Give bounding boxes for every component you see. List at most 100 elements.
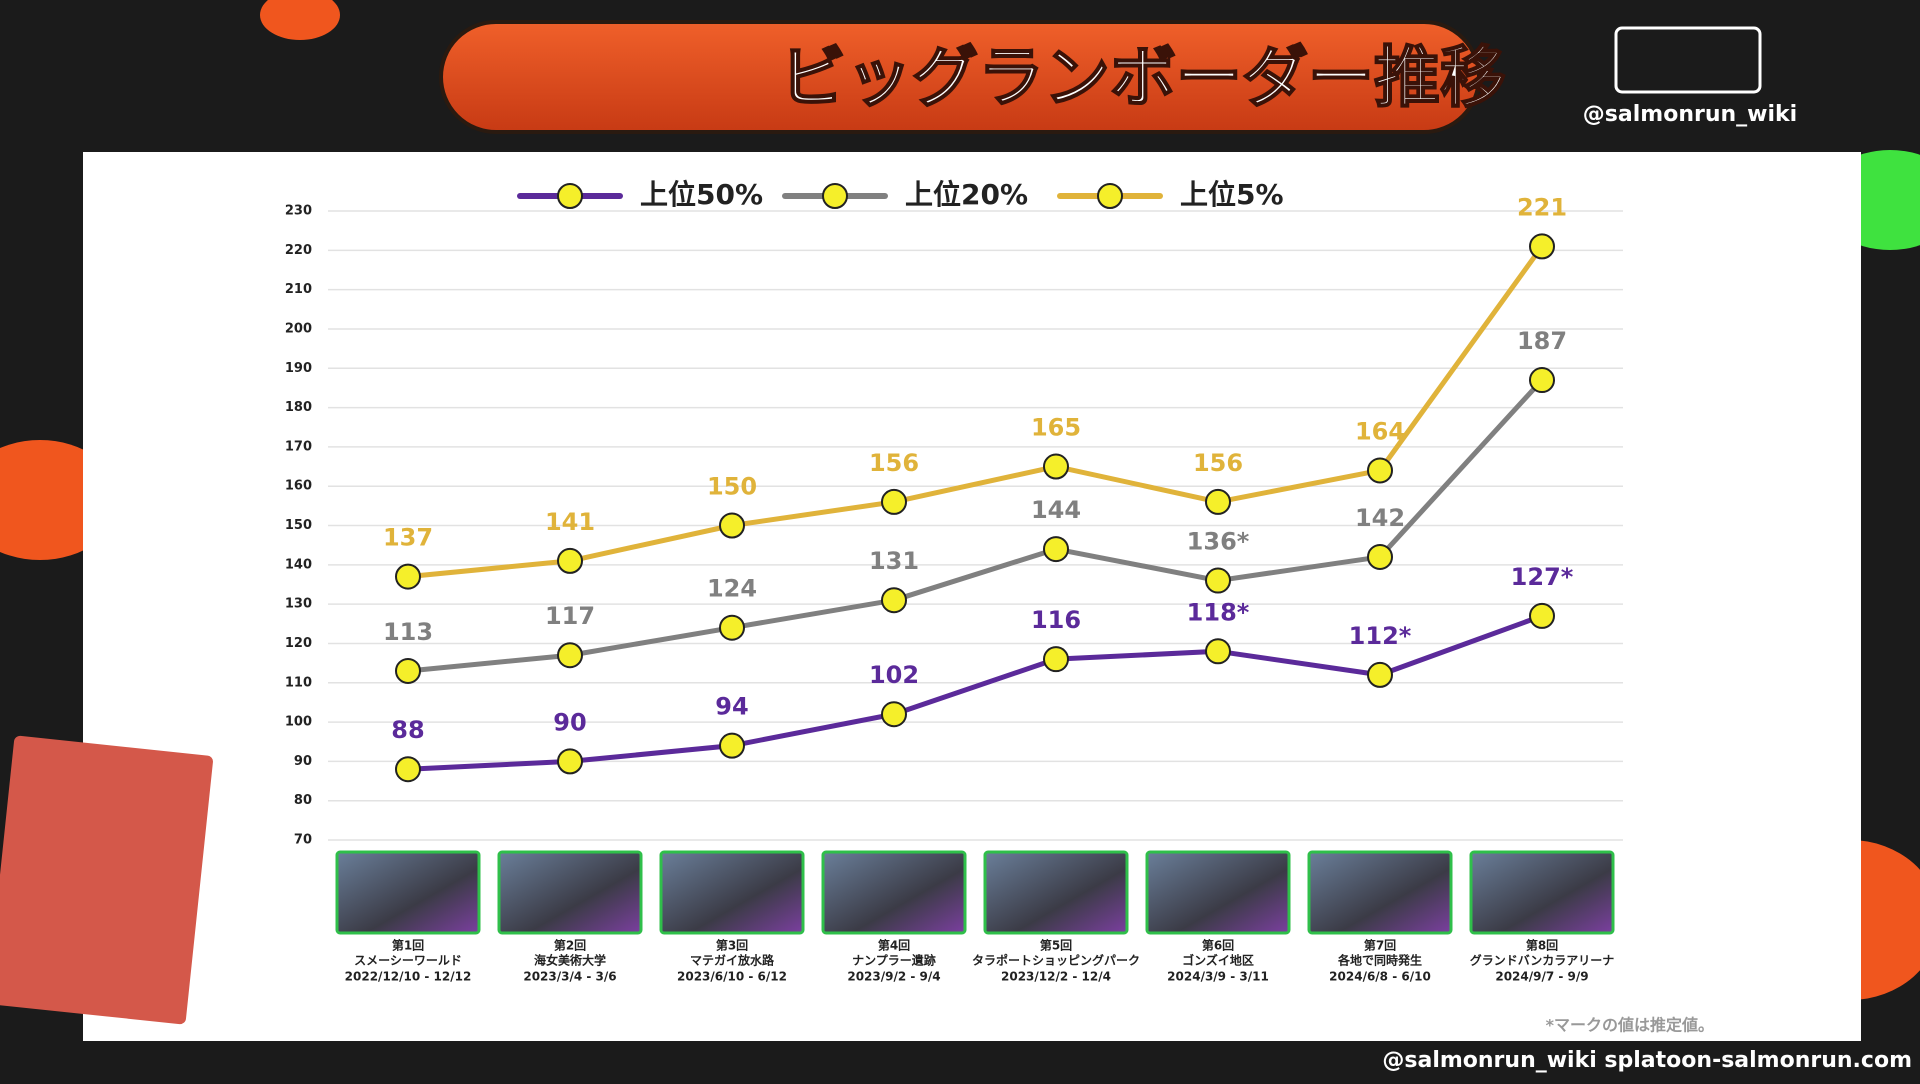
x-tick-label: 第8回 <box>1526 938 1558 953</box>
data-label: 136* <box>1187 528 1250 556</box>
y-tick-label: 120 <box>285 636 312 651</box>
data-label: 88 <box>391 716 424 744</box>
data-point <box>1529 367 1555 394</box>
stage-date: 2023/3/4 - 3/6 <box>523 970 616 984</box>
y-tick-label: 190 <box>285 361 312 376</box>
series-line <box>407 378 1544 674</box>
data-point <box>1529 233 1555 260</box>
data-label: 116 <box>1031 606 1081 634</box>
x-tick-label: 第1回 <box>392 938 424 953</box>
y-tick-label: 230 <box>285 204 312 219</box>
stage-thumbnail <box>659 850 805 935</box>
stage-date: 2022/12/10 - 12/12 <box>345 970 472 984</box>
stage-thumbnail <box>1145 850 1291 935</box>
data-point <box>719 732 745 759</box>
stage-date: 2024/6/8 - 6/10 <box>1329 970 1431 984</box>
stage-name: グランドバンカラアリーナ <box>1470 953 1615 968</box>
data-point <box>1043 536 1069 563</box>
marker-decor <box>1097 183 1123 209</box>
stage-name: スメーシーワールド <box>354 954 462 968</box>
data-point <box>881 587 907 614</box>
stage-name: ナンプラー遺跡 <box>852 953 936 968</box>
y-tick-label: 170 <box>285 439 312 454</box>
data-label: 102 <box>869 661 919 689</box>
y-tick-label: 100 <box>285 715 312 730</box>
stage-thumbnail <box>1307 850 1453 935</box>
marker-decor <box>557 183 583 209</box>
data-point <box>1205 567 1231 594</box>
legend-label: 上位5% <box>1180 178 1284 211</box>
data-label: 112* <box>1349 622 1412 650</box>
data-label: 164 <box>1355 417 1405 445</box>
stage-name: マテガイ放水路 <box>690 953 775 968</box>
data-label: 124 <box>707 575 757 603</box>
data-point <box>1205 638 1231 665</box>
x-tick-label: 第6回 <box>1202 938 1234 953</box>
stage-thumbnail <box>1469 850 1615 935</box>
data-label: 142 <box>1355 504 1405 532</box>
stage-thumbnail <box>983 850 1129 935</box>
data-point <box>1043 646 1069 673</box>
x-tick-label: 第5回 <box>1040 938 1072 953</box>
legend-label: 上位20% <box>905 178 1028 211</box>
data-label: 113 <box>383 618 433 646</box>
y-tick-label: 200 <box>285 321 312 336</box>
y-tick-label: 130 <box>285 597 312 612</box>
series-line <box>407 613 1543 772</box>
data-point <box>881 488 907 515</box>
data-point <box>557 547 583 574</box>
y-tick-label: 80 <box>294 793 312 808</box>
data-label: 150 <box>707 473 757 501</box>
data-point <box>719 512 745 539</box>
x-tick-label: 第2回 <box>554 938 586 953</box>
chart-title: ビッグランボーダー推移 <box>780 39 1506 116</box>
stage-name: ゴンズイ地区 <box>1182 953 1254 968</box>
data-label: 131 <box>869 547 919 575</box>
data-point <box>1529 602 1555 629</box>
data-point <box>1205 488 1231 515</box>
series-line <box>407 244 1545 580</box>
footer: @salmonrun_wiki splatoon-salmonrun.com <box>1382 1048 1912 1073</box>
stage-date: 2023/9/2 - 9/4 <box>847 970 940 984</box>
splat <box>260 0 340 40</box>
stage-date: 2023/6/10 - 6/12 <box>677 970 787 984</box>
stage-thumbnail <box>335 850 481 935</box>
logo <box>1614 26 1762 94</box>
data-point <box>557 748 583 775</box>
y-tick-label: 160 <box>285 479 312 494</box>
y-tick-label: 70 <box>294 833 312 848</box>
account: @salmonrun_wiki <box>1583 102 1797 127</box>
data-label: 156 <box>1193 449 1243 477</box>
footnote: *マークの値は推定値。 <box>1546 1016 1714 1035</box>
y-tick-label: 110 <box>285 675 312 690</box>
x-tick-label: 第3回 <box>716 938 748 953</box>
stage-date: 2024/3/9 - 3/11 <box>1167 970 1269 984</box>
y-tick-label: 140 <box>285 557 312 572</box>
stage-name: タラポートショッピングパーク <box>972 953 1140 968</box>
data-label: 94 <box>715 693 748 721</box>
y-tick-label: 180 <box>285 400 312 415</box>
data-label: 118* <box>1187 598 1250 626</box>
data-label: 90 <box>553 708 586 736</box>
y-tick-label: 90 <box>294 754 312 769</box>
x-tick-label: 第7回 <box>1364 938 1396 953</box>
stage-thumbnail <box>821 850 967 935</box>
data-label: 165 <box>1031 414 1081 442</box>
data-point <box>1043 453 1069 480</box>
x-tick-label: 第4回 <box>878 938 910 953</box>
data-label: 127* <box>1511 563 1574 591</box>
data-point <box>395 657 421 684</box>
y-tick-label: 220 <box>285 243 312 258</box>
data-point <box>719 614 745 641</box>
data-label: 144 <box>1031 496 1081 524</box>
stage-date: 2024/9/7 - 9/9 <box>1495 970 1588 984</box>
y-tick-label: 210 <box>285 282 312 297</box>
data-point <box>1367 661 1393 688</box>
data-label: 137 <box>383 524 433 552</box>
marker-decor <box>822 183 848 209</box>
stage-name: 海女美術大学 <box>534 953 606 968</box>
data-point <box>881 701 907 728</box>
data-label: 221 <box>1517 193 1567 221</box>
